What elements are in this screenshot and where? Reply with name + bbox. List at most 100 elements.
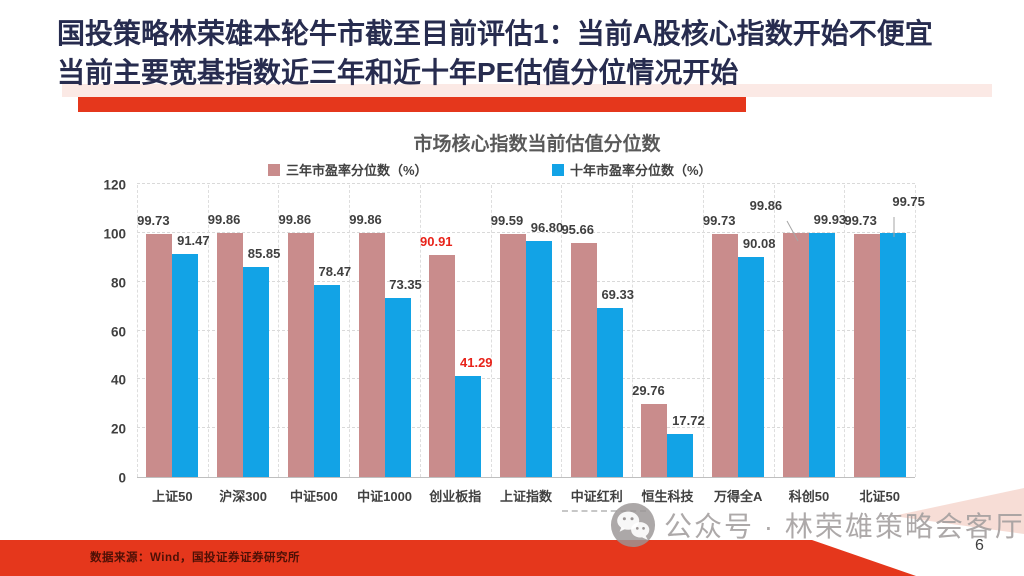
bar [667, 433, 694, 477]
x-axis: 上证50 沪深300 中证500 中证1000 创业板指 上证指数 中证红利 恒生科技 万得全A… [137, 486, 915, 506]
bar [526, 240, 552, 477]
x-axis-label: 上证50 [152, 489, 193, 504]
y-axis-label: 20 [110, 421, 126, 437]
bar [712, 233, 739, 477]
gridline-vertical [137, 185, 138, 477]
chart-title: 市场核心指数当前估值分位数 [413, 134, 661, 155]
gridline-vertical [349, 185, 351, 477]
gridline-vertical [702, 185, 704, 477]
bar [570, 243, 597, 477]
plot-area: 99.73 99.86 99.86 99.86 90.91 99.59 95.66 29.76… [137, 183, 925, 478]
legend-item-10y: 十年市盈率分位数（%） [552, 160, 712, 179]
watermark: 公众号 · 林荣雄策略会客厅 [610, 502, 1024, 548]
gridline-vertical [278, 185, 280, 477]
bar [596, 307, 623, 477]
x-axis-label: 恒生科技 [641, 489, 694, 504]
bar [500, 233, 526, 477]
y-axis: 0 20 40 60 80 100 120 [60, 178, 126, 486]
bar [641, 404, 668, 477]
footer-red-band [0, 540, 916, 576]
legend-swatch-10y [552, 163, 564, 176]
legend-label-10y: 十年市盈率分位数（%） [570, 163, 712, 178]
title-underline-bar [78, 97, 746, 112]
bar [287, 233, 314, 477]
y-axis-label: 80 [110, 275, 126, 291]
bar-value-label: 96.80 [530, 219, 564, 235]
y-axis-label: 0 [118, 470, 126, 486]
bar [455, 376, 482, 477]
footer-pink-wedge [893, 488, 1024, 534]
bar [172, 253, 199, 477]
x-axis-label: 上证指数 [500, 489, 553, 504]
y-axis-label: 40 [110, 372, 126, 388]
bar-value-label: 99.73 [137, 212, 170, 228]
bar [738, 257, 765, 477]
gridline-vertical [561, 185, 563, 477]
bar-value-label: 90.08 [742, 236, 776, 252]
bar-value-label: 99.59 [490, 212, 524, 228]
legend-item-3y: 三年市盈率分位数（%） [268, 160, 428, 179]
y-axis-label: 120 [103, 177, 126, 193]
page-title-line2: 当前主要宽基指数近三年和近十年PE估值分位情况开始 [57, 57, 739, 88]
data-source-text: 数据来源：Wind，国投证券证券研究所 [90, 552, 300, 564]
gridline-horizontal [137, 183, 915, 184]
bar-value-label: 69.33 [601, 286, 634, 302]
x-axis-label: 中证500 [289, 489, 338, 504]
gridline-vertical [419, 185, 421, 477]
bar [384, 297, 411, 477]
bar [217, 233, 244, 477]
bar [146, 233, 173, 477]
x-axis-label: 中证1000 [357, 489, 413, 504]
bar-value-label: 99.75 [892, 194, 925, 210]
bar [313, 285, 340, 477]
gridline-vertical [773, 185, 775, 477]
bar-value-label: 99.73 [844, 212, 877, 228]
title-highlight-strip [62, 84, 992, 97]
watermark-text: 公众号 · 林荣雄策略会客厅 [664, 511, 1024, 542]
y-axis-label: 100 [103, 226, 126, 242]
bar-value-label: 99.86 [207, 212, 241, 228]
bar [429, 255, 456, 477]
x-axis-label: 中证红利 [570, 489, 623, 504]
x-axis-label: 北证50 [859, 489, 900, 504]
y-axis-label: 60 [110, 324, 126, 339]
bar [243, 267, 270, 477]
x-axis-label: 万得全A [714, 489, 763, 504]
x-axis-label: 沪深300 [219, 489, 267, 504]
bar [808, 233, 835, 477]
bar [879, 233, 906, 477]
bar-value-label: 95.66 [561, 222, 594, 238]
bar-value-label: 91.47 [177, 232, 210, 248]
bar [358, 233, 385, 477]
watermark-dashes [562, 510, 646, 512]
bar [782, 233, 809, 477]
legend-label-3y: 三年市盈率分位数（%） [286, 163, 428, 178]
bar-value-label: 99.86 [749, 198, 783, 214]
x-axis-label: 科创50 [788, 489, 830, 504]
gridline-vertical [207, 185, 209, 477]
bar-value-label: 99.86 [278, 212, 312, 228]
x-axis-label: 创业板指 [429, 489, 482, 504]
gridline-vertical [915, 185, 916, 477]
bar-value-label: 41.29 [459, 355, 493, 371]
gridline-vertical [632, 185, 634, 477]
bar-value-label: 99.86 [349, 212, 382, 228]
page-title: 国投策略林荣雄本轮牛市截至目前评估1：当前A股核心指数开始不便宜 当前主要宽基指… [57, 14, 1007, 92]
bar-value-label: 29.76 [632, 383, 665, 399]
wechat-icon [610, 502, 656, 548]
bar-value-label: 78.47 [318, 264, 352, 280]
bar-value-label: 99.93 [813, 212, 847, 228]
page-number: 6 [975, 537, 984, 554]
gridline-vertical [490, 185, 492, 477]
bar-value-label: 73.35 [389, 276, 422, 292]
bar-value-label: 99.73 [702, 212, 736, 228]
legend-swatch-3y [268, 163, 280, 176]
gridline-horizontal [137, 231, 915, 233]
bar-value-label: 17.72 [672, 412, 705, 428]
bar-value-label: 90.91 [419, 234, 453, 250]
bar [853, 233, 880, 477]
bar-value-label: 85.85 [247, 246, 281, 262]
gridline-vertical [844, 185, 846, 477]
page-title-line1: 国投策略林荣雄本轮牛市截至目前评估1：当前A股核心指数开始不便宜 [57, 18, 933, 49]
